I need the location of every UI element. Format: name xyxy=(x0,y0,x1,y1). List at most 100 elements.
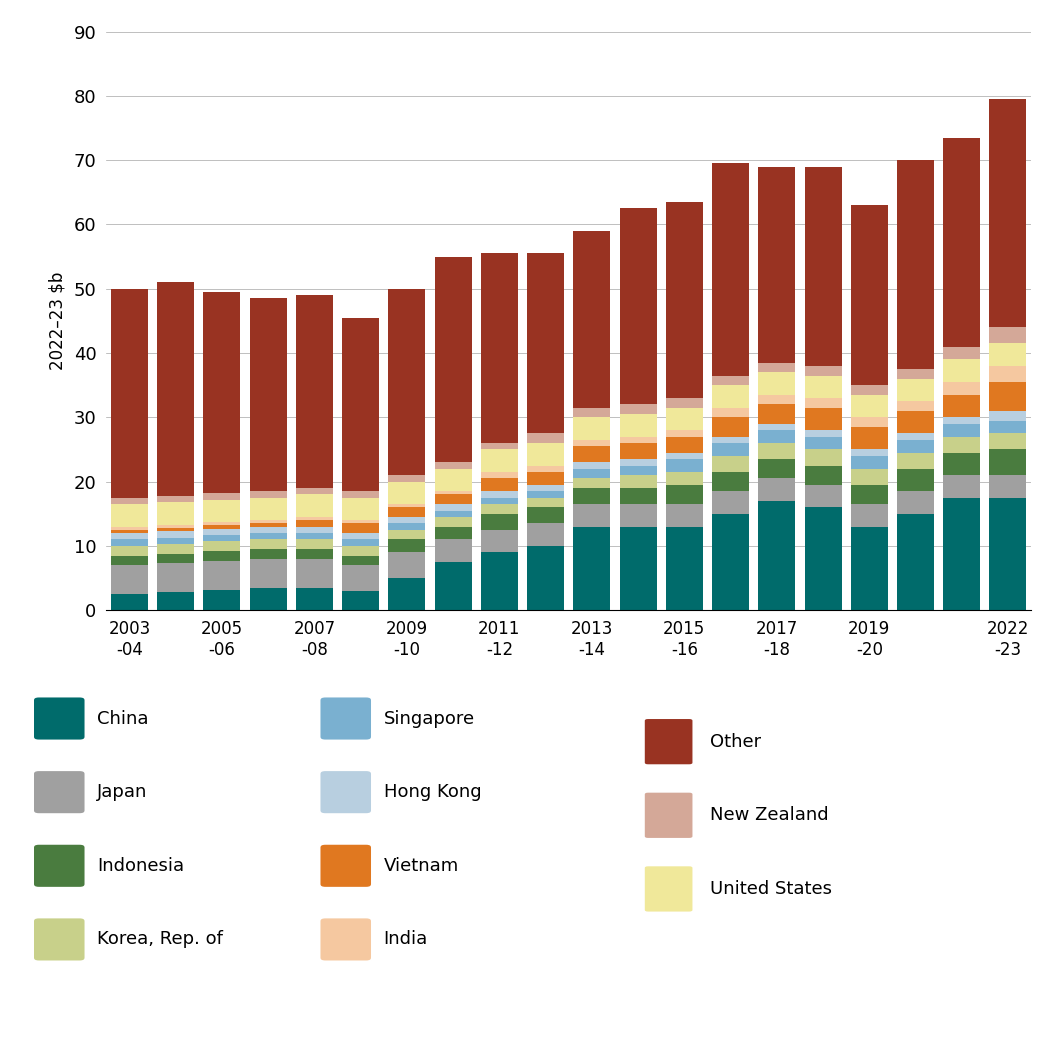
Text: New Zealand: New Zealand xyxy=(710,806,829,825)
Bar xyxy=(388,578,425,610)
Bar xyxy=(712,408,749,418)
Bar xyxy=(573,488,610,504)
Bar xyxy=(850,456,888,469)
Bar xyxy=(665,504,703,527)
Bar xyxy=(250,527,287,533)
Bar xyxy=(943,452,980,476)
Bar xyxy=(665,527,703,610)
Bar xyxy=(990,421,1027,433)
Bar xyxy=(805,430,842,437)
Bar xyxy=(435,527,472,540)
Bar xyxy=(111,504,148,527)
Bar xyxy=(296,488,333,494)
Bar xyxy=(805,466,842,485)
Bar xyxy=(480,491,518,498)
Bar xyxy=(712,163,749,376)
Bar xyxy=(897,379,934,401)
Bar xyxy=(157,282,195,495)
Bar xyxy=(296,517,333,520)
FancyBboxPatch shape xyxy=(320,917,372,962)
Bar xyxy=(990,366,1027,382)
Bar xyxy=(665,202,703,398)
Bar xyxy=(573,408,610,418)
Bar xyxy=(573,479,610,488)
Bar xyxy=(620,527,657,610)
FancyBboxPatch shape xyxy=(33,844,86,888)
Y-axis label: 2022–23 $b: 2022–23 $b xyxy=(49,271,67,370)
Bar xyxy=(897,369,934,379)
Bar xyxy=(296,494,333,517)
Bar xyxy=(388,524,425,530)
Bar xyxy=(203,542,240,551)
Bar xyxy=(203,561,240,589)
Bar xyxy=(111,533,148,540)
Bar xyxy=(388,288,425,476)
Bar xyxy=(943,382,980,394)
Bar xyxy=(712,491,749,513)
Bar xyxy=(665,459,703,472)
Bar xyxy=(435,257,472,462)
Bar xyxy=(435,469,472,491)
Bar xyxy=(296,540,333,549)
Bar xyxy=(111,527,148,530)
Bar xyxy=(665,472,703,485)
Bar xyxy=(527,472,564,485)
Bar xyxy=(573,469,610,479)
FancyBboxPatch shape xyxy=(644,865,693,913)
Bar xyxy=(805,166,842,366)
Bar xyxy=(157,563,195,592)
Bar xyxy=(943,476,980,498)
Text: Indonesia: Indonesia xyxy=(98,856,184,875)
Bar xyxy=(573,527,610,610)
Text: Hong Kong: Hong Kong xyxy=(384,783,482,802)
Bar xyxy=(805,449,842,465)
Bar xyxy=(620,208,657,404)
Bar xyxy=(250,491,287,498)
Bar xyxy=(850,449,888,456)
Bar xyxy=(203,493,240,500)
Bar xyxy=(296,520,333,527)
Bar xyxy=(665,408,703,430)
Bar xyxy=(203,292,240,493)
Bar xyxy=(665,437,703,452)
Bar xyxy=(712,437,749,443)
Bar xyxy=(157,528,195,531)
Bar xyxy=(758,166,795,363)
Bar xyxy=(111,555,148,565)
Bar xyxy=(250,498,287,520)
Bar xyxy=(758,443,795,459)
Text: United States: United States xyxy=(710,879,832,898)
Bar xyxy=(342,491,379,498)
Bar xyxy=(897,401,934,411)
Bar xyxy=(480,472,518,479)
Bar xyxy=(620,504,657,527)
Bar xyxy=(850,485,888,504)
Bar xyxy=(388,482,425,504)
Bar xyxy=(296,527,333,533)
Bar xyxy=(665,452,703,459)
Bar xyxy=(527,443,564,465)
Bar xyxy=(203,534,240,542)
Bar xyxy=(203,500,240,522)
FancyBboxPatch shape xyxy=(33,696,86,741)
Bar xyxy=(203,551,240,561)
Bar xyxy=(480,498,518,504)
FancyBboxPatch shape xyxy=(320,844,372,888)
Text: Singapore: Singapore xyxy=(384,709,475,728)
Bar xyxy=(712,376,749,385)
Bar xyxy=(943,437,980,452)
Bar xyxy=(573,504,610,527)
Bar xyxy=(990,498,1027,610)
Bar xyxy=(527,498,564,507)
Bar xyxy=(943,424,980,437)
Bar xyxy=(250,549,287,559)
Bar xyxy=(388,552,425,578)
Bar xyxy=(157,592,195,610)
Bar xyxy=(342,555,379,565)
Bar xyxy=(850,205,888,385)
Bar xyxy=(990,449,1027,476)
Bar xyxy=(250,520,287,524)
Bar xyxy=(712,443,749,456)
Bar xyxy=(480,552,518,610)
Bar xyxy=(527,507,564,524)
